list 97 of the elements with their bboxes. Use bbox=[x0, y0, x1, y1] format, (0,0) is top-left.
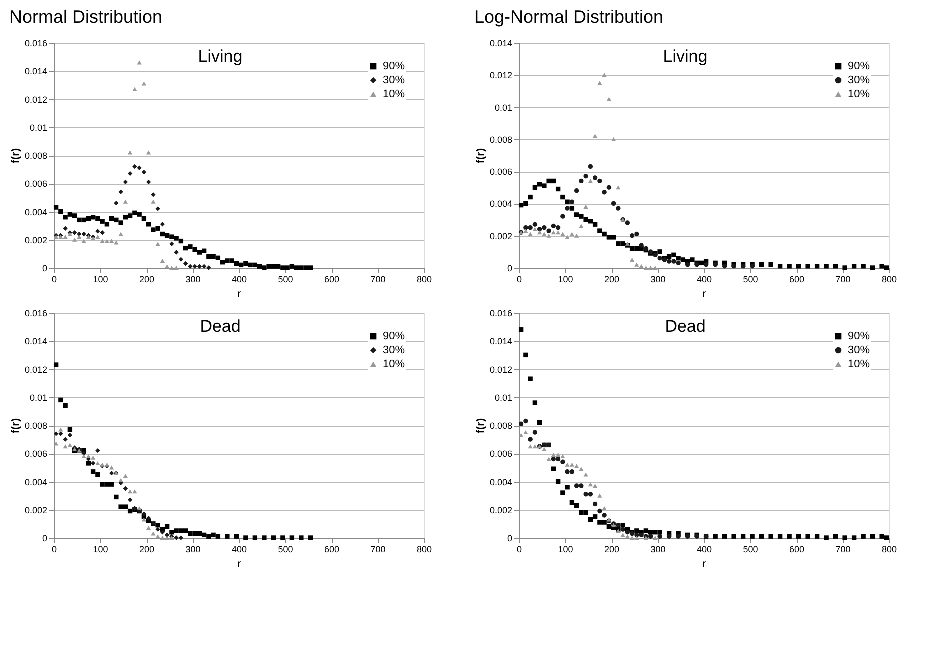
y-tick-label: 0 bbox=[507, 264, 512, 274]
x-tick-label: 500 bbox=[278, 274, 294, 284]
x-tick-label: 700 bbox=[370, 274, 386, 284]
y-axis-title: f(r) bbox=[10, 148, 22, 164]
y-tick-label: 0.004 bbox=[24, 477, 48, 488]
x-axis-title: r bbox=[702, 558, 707, 570]
x-tick-label: 100 bbox=[558, 544, 574, 554]
y-tick-label: 0.016 bbox=[24, 308, 48, 318]
x-tick-label: 200 bbox=[139, 544, 155, 554]
legend-label: 10% bbox=[383, 358, 406, 370]
y-tick-label: 0.006 bbox=[490, 449, 512, 460]
x-tick-label: 400 bbox=[696, 274, 712, 284]
y-tick-label: 0.016 bbox=[24, 38, 48, 48]
x-tick-label: 0 bbox=[52, 274, 58, 284]
legend-label: 30% bbox=[848, 344, 870, 356]
x-tick-label: 100 bbox=[558, 274, 574, 284]
y-tick-label: 0.014 bbox=[24, 336, 48, 347]
y-tick-label: 0.012 bbox=[24, 364, 48, 375]
y-tick-label: 0.012 bbox=[490, 364, 512, 375]
legend-label: 90% bbox=[848, 330, 870, 342]
x-tick-label: 400 bbox=[232, 274, 248, 284]
y-tick-label: 0.002 bbox=[24, 235, 48, 246]
y-tick-label: 0.01 bbox=[30, 122, 48, 133]
y-tick-label: 0.002 bbox=[24, 505, 48, 516]
x-tick-label: 300 bbox=[186, 274, 201, 284]
y-tick-label: 0.004 bbox=[24, 207, 48, 218]
y-tick-label: 0.006 bbox=[24, 179, 48, 190]
legend-label: 30% bbox=[383, 74, 406, 86]
x-tick-label: 700 bbox=[836, 544, 851, 554]
y-tick-label: 0.008 bbox=[24, 151, 48, 161]
y-tick-label: 0.002 bbox=[490, 231, 512, 242]
y-tick-label: 0.01 bbox=[494, 102, 512, 113]
x-tick-label: 700 bbox=[836, 274, 851, 284]
y-tick-label: 0.008 bbox=[24, 421, 48, 431]
chart-title: Log-Normal Distribution bbox=[474, 7, 664, 27]
y-tick-label: 0.012 bbox=[490, 70, 512, 81]
x-tick-label: 600 bbox=[324, 274, 340, 284]
x-tick-label: 500 bbox=[278, 544, 294, 554]
x-tick-label: 800 bbox=[416, 544, 432, 554]
y-tick-label: 0.004 bbox=[490, 199, 512, 210]
x-tick-label: 0 bbox=[516, 274, 522, 284]
x-tick-label: 400 bbox=[232, 544, 248, 554]
x-axis-title: r bbox=[238, 288, 242, 300]
x-tick-label: 200 bbox=[139, 274, 155, 284]
x-axis-title: r bbox=[702, 288, 707, 300]
y-axis-title: f(r) bbox=[10, 418, 22, 434]
x-tick-label: 0 bbox=[52, 544, 58, 554]
y-tick-label: 0 bbox=[507, 534, 512, 544]
x-tick-label: 600 bbox=[789, 544, 805, 554]
x-tick-label: 500 bbox=[743, 544, 758, 554]
y-tick-label: 0.006 bbox=[490, 167, 512, 178]
legend-label: 90% bbox=[848, 60, 870, 72]
x-tick-label: 200 bbox=[604, 544, 620, 554]
y-tick-label: 0.008 bbox=[490, 134, 512, 145]
x-tick-label: 600 bbox=[789, 274, 805, 284]
x-tick-label: 400 bbox=[696, 544, 712, 554]
y-tick-label: 0 bbox=[42, 534, 48, 544]
y-tick-label: 0.006 bbox=[24, 449, 48, 460]
y-tick-label: 0.016 bbox=[490, 308, 512, 318]
chart-title: Normal Distribution bbox=[9, 7, 163, 27]
x-tick-label: 800 bbox=[882, 274, 898, 284]
legend-label: 90% bbox=[383, 60, 406, 72]
x-tick-label: 300 bbox=[650, 544, 666, 554]
annotation: Dead bbox=[200, 317, 241, 336]
y-tick-label: 0.014 bbox=[490, 336, 512, 347]
x-axis-title: r bbox=[238, 558, 242, 570]
y-tick-label: 0.01 bbox=[494, 392, 512, 403]
x-tick-label: 300 bbox=[650, 274, 666, 284]
x-tick-label: 300 bbox=[186, 544, 201, 554]
x-tick-label: 700 bbox=[370, 544, 386, 554]
y-tick-label: 0.004 bbox=[490, 477, 512, 488]
legend-label: 30% bbox=[848, 74, 870, 86]
y-tick-label: 0.01 bbox=[30, 392, 48, 403]
annotation: Dead bbox=[665, 317, 706, 336]
legend-label: 90% bbox=[383, 330, 406, 342]
annotation: Living bbox=[663, 47, 708, 66]
y-axis-title: f(r) bbox=[474, 418, 487, 434]
x-tick-label: 0 bbox=[516, 544, 522, 554]
x-tick-label: 100 bbox=[93, 274, 108, 284]
legend-label: 10% bbox=[848, 88, 870, 100]
y-tick-label: 0.002 bbox=[490, 505, 512, 516]
y-tick-label: 0.014 bbox=[490, 38, 512, 48]
x-tick-label: 800 bbox=[416, 274, 432, 284]
x-tick-label: 600 bbox=[324, 544, 340, 554]
y-tick-label: 0.008 bbox=[490, 421, 512, 431]
x-tick-label: 200 bbox=[604, 274, 620, 284]
x-tick-label: 500 bbox=[743, 274, 758, 284]
y-tick-label: 0.012 bbox=[24, 94, 48, 105]
legend-label: 10% bbox=[848, 358, 870, 370]
legend-label: 10% bbox=[383, 88, 406, 100]
legend-label: 30% bbox=[383, 344, 406, 356]
x-tick-label: 100 bbox=[93, 544, 108, 554]
x-tick-label: 800 bbox=[882, 544, 898, 554]
y-tick-label: 0 bbox=[42, 264, 48, 274]
y-tick-label: 0.014 bbox=[24, 66, 48, 77]
y-axis-title: f(r) bbox=[474, 148, 487, 164]
annotation: Living bbox=[198, 47, 243, 66]
